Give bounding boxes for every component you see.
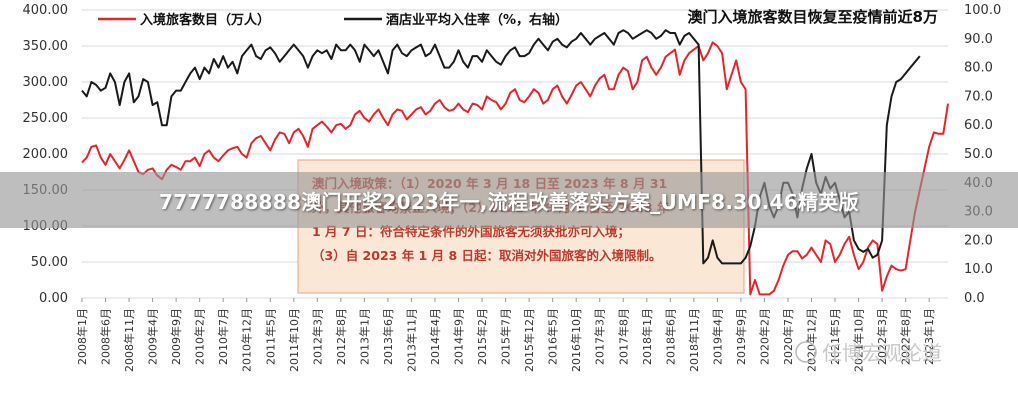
x-tick-label: 2018年11月 [687,308,701,372]
annotation-line: （3）自 2023 年 1 月 8 日起：取消对外国旅客的入境限制。 [312,248,662,263]
chart-title: 澳门入境旅客数目恢复至疫情前近8万 [688,8,938,26]
x-tick-label: 2021年5月 [828,308,842,365]
legend-label-visitors: 入境旅客数目（万人） [140,12,270,28]
x-tick-label: 2013年1月 [357,308,371,365]
x-tick-label: 2010年2月 [193,308,207,365]
series-line-visitors [81,41,949,296]
x-tick-label: 2015年7月 [499,308,513,365]
x-tick-label: 2016年10月 [569,308,583,372]
x-tick-label: 2021年10月 [852,308,866,372]
x-tick-label: 2012年3月 [310,308,324,365]
y-right-tick-label: 0.0 [964,291,985,306]
x-tick-label: 2017年8月 [616,308,630,365]
x-tick-label: 2014年9月 [452,308,466,365]
x-tick-label: 2019年9月 [734,308,748,365]
y-left-tick-label: 250.00 [23,111,69,126]
x-tick-label: 2008年6月 [99,308,113,365]
x-tick-label: 2020年7月 [781,308,795,365]
x-tick-label: 2022年8月 [899,308,913,365]
x-tick-label: 2009年4月 [146,308,160,365]
x-tick-label: 2011年10月 [287,308,301,372]
wechat-icon [795,341,817,363]
x-tick-label: 2018年1月 [640,308,654,365]
y-left-tick-label: 400.00 [23,3,69,18]
watermark-text: 任博宏观论道 [822,341,942,365]
legend-label-hotel: 酒店业平均入住率（%，右轴） [386,12,568,28]
x-tick-label: 2013年6月 [381,308,395,365]
title-overlay-banner: 7777788888澳门开奖2023年一,流程改善落实方案_UMF8.30.46… [0,172,1018,228]
x-tick-label: 2011年5月 [263,308,277,365]
y-right-tick-label: 50.0 [964,147,993,162]
y-left-tick-label: 50.00 [31,255,68,270]
x-tick-label: 2023年1月 [922,308,936,365]
y-right-tick-label: 60.0 [964,118,993,133]
y-left-tick-label: 300.00 [23,75,69,90]
y-right-tick-label: 90.0 [964,32,993,47]
y-right-tick-label: 20.0 [964,233,993,248]
x-tick-label: 2014年4月 [428,308,442,365]
x-tick-label: 2018年6月 [663,308,677,365]
y-left-tick-label: 0.00 [39,291,68,306]
x-tick-label: 2017年3月 [593,308,607,365]
x-tick-label: 2010年7月 [216,308,230,365]
x-tick-label: 2008年11月 [122,308,136,372]
x-tick-label: 2009年9月 [169,308,183,365]
overlay-title: 7777788888澳门开奖2023年一,流程改善落实方案_UMF8.30.46… [159,189,859,214]
x-tick-label: 2016年5月 [546,308,560,365]
x-tick-label: 2010年12月 [240,308,254,372]
y-right-tick-label: 100.0 [964,3,1001,18]
x-tick-label: 2020年2月 [757,308,771,365]
x-tick-label: 2022年3月 [875,308,889,365]
y-right-tick-label: 80.0 [964,61,993,76]
x-tick-label: 2013年11月 [404,308,418,372]
x-tick-label: 2008年1月 [75,308,89,365]
y-left-tick-label: 350.00 [23,39,69,54]
y-left-tick-label: 200.00 [23,147,69,162]
x-tick-label: 2015年12月 [522,308,536,372]
x-tick-label: 2015年2月 [475,308,489,365]
x-tick-label: 2012年8月 [334,308,348,365]
y-right-tick-label: 70.0 [964,89,993,104]
y-right-tick-label: 10.0 [964,262,993,277]
x-tick-label: 2019年4月 [710,308,724,365]
